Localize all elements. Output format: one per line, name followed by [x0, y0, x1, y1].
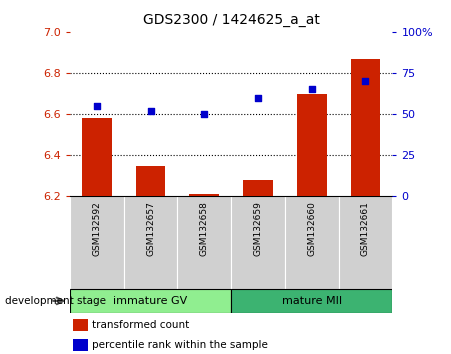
Text: transformed count: transformed count: [92, 320, 190, 330]
Text: mature MII: mature MII: [282, 296, 342, 306]
Text: GSM132592: GSM132592: [92, 201, 101, 256]
Bar: [70, 196, 124, 289]
Bar: [82, 118, 111, 196]
Bar: [177, 196, 231, 289]
Point: [362, 79, 369, 84]
Point: [147, 108, 154, 114]
Text: percentile rank within the sample: percentile rank within the sample: [92, 340, 268, 350]
Bar: [73, 339, 87, 351]
Bar: [339, 196, 392, 289]
Title: GDS2300 / 1424625_a_at: GDS2300 / 1424625_a_at: [143, 13, 320, 27]
Bar: [243, 180, 273, 196]
Text: development stage: development stage: [5, 296, 106, 306]
Bar: [189, 194, 219, 196]
Text: GSM132659: GSM132659: [253, 201, 262, 256]
Point: [308, 87, 315, 92]
Bar: [124, 196, 177, 289]
Bar: [231, 289, 392, 313]
Bar: [70, 289, 231, 313]
Text: GSM132658: GSM132658: [200, 201, 209, 256]
Bar: [73, 319, 87, 331]
Point: [254, 95, 262, 101]
Bar: [285, 196, 339, 289]
Text: GSM132660: GSM132660: [307, 201, 316, 256]
Point: [201, 111, 208, 117]
Text: GSM132657: GSM132657: [146, 201, 155, 256]
Bar: [351, 59, 380, 196]
Bar: [297, 93, 327, 196]
Point: [93, 103, 101, 109]
Bar: [136, 166, 166, 196]
Bar: [231, 196, 285, 289]
Text: GSM132661: GSM132661: [361, 201, 370, 256]
Text: immature GV: immature GV: [113, 296, 188, 306]
